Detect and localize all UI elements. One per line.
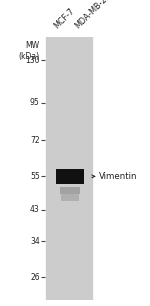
Text: MCF-7: MCF-7 bbox=[53, 6, 77, 30]
Text: 34: 34 bbox=[30, 237, 40, 246]
Bar bbox=[46, 37, 92, 300]
Bar bbox=[60, 187, 80, 194]
Text: 43: 43 bbox=[30, 205, 40, 214]
Text: 95: 95 bbox=[30, 98, 40, 107]
Text: 72: 72 bbox=[30, 136, 40, 144]
Bar bbox=[56, 169, 84, 184]
Text: 26: 26 bbox=[30, 273, 40, 282]
Text: Vimentin: Vimentin bbox=[99, 172, 137, 181]
Text: 55: 55 bbox=[30, 172, 40, 181]
Text: MW
(kDa): MW (kDa) bbox=[19, 41, 40, 61]
Text: MDA-MB-231: MDA-MB-231 bbox=[73, 0, 116, 30]
Bar bbox=[61, 194, 79, 201]
Text: 130: 130 bbox=[25, 56, 40, 65]
